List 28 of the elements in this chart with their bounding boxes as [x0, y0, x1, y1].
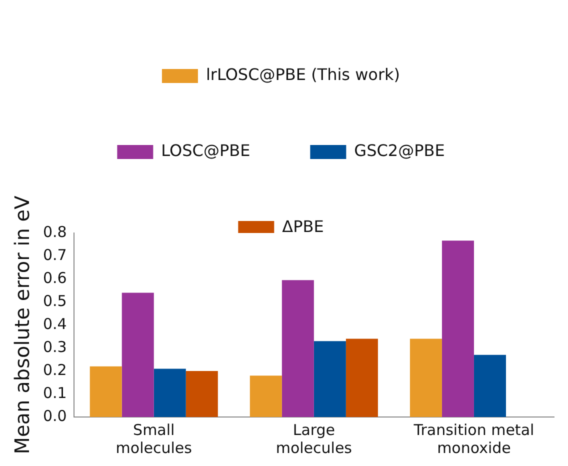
y-tick-label: 0.8: [42, 222, 67, 241]
bar: [90, 366, 122, 417]
bar: [154, 368, 186, 417]
bar: [346, 338, 378, 417]
legend-label: GSC2@PBE: [354, 141, 445, 160]
bar: [474, 354, 506, 417]
bar: [314, 341, 346, 417]
y-tick-label: 0.1: [42, 384, 67, 402]
y-tick-label: 0.5: [42, 292, 67, 310]
legend-label: LOSC@PBE: [161, 141, 250, 160]
bar: [410, 338, 442, 417]
bar: [122, 292, 154, 417]
y-tick-label: 0.6: [42, 268, 67, 287]
legend-label: lrLOSC@PBE (This work): [206, 65, 400, 84]
x-tick-label: Large molecules: [276, 420, 352, 457]
x-tick-label: Small molecules: [116, 420, 192, 457]
y-tick-label: 0.2: [42, 360, 67, 379]
bar: [282, 280, 314, 417]
bar: [186, 371, 218, 417]
y-tick-label: 0.0: [42, 406, 67, 425]
y-tick-label: 0.7: [42, 246, 67, 264]
legend-label: ΔPBE: [282, 217, 324, 236]
bar: [250, 376, 282, 417]
y-axis-title: Mean absolute error in eV: [10, 195, 34, 454]
y-tick-label: 0.3: [42, 338, 67, 356]
x-tick-label: Transition metal monoxide: [412, 420, 534, 457]
bar: [442, 240, 474, 417]
y-tick-label: 0.4: [42, 314, 67, 333]
